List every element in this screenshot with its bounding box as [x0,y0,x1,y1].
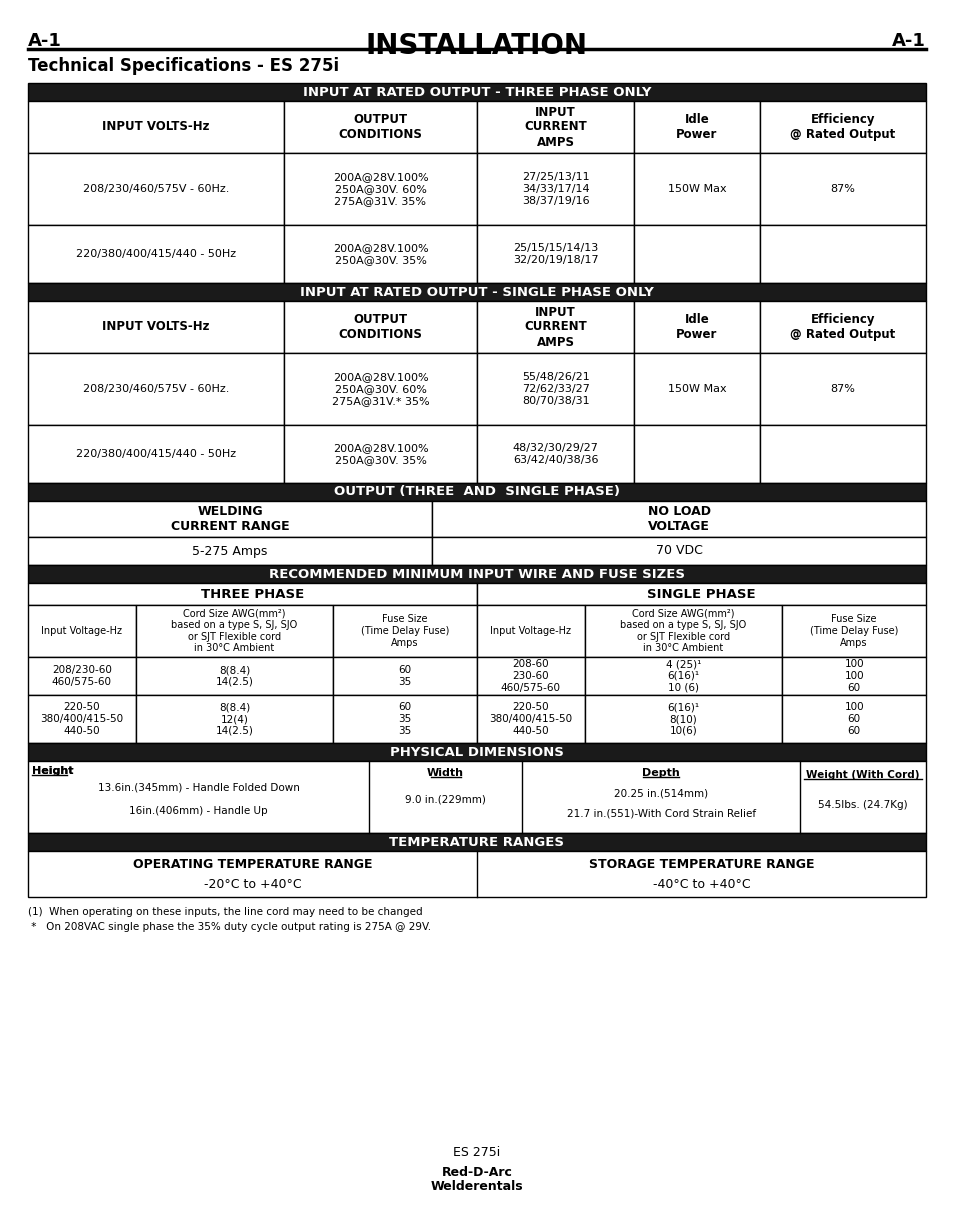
Bar [760,425,925,483]
Text: WELDING
CURRENT RANGE: WELDING CURRENT RANGE [171,506,289,533]
Text: Fuse Size
(Time Delay Fuse)
Amps: Fuse Size (Time Delay Fuse) Amps [809,615,898,648]
Text: 9.0 in.(229mm): 9.0 in.(229mm) [405,794,485,804]
Bar [284,301,476,353]
Bar [28,153,284,225]
Text: Efficiency
@ Rated Output: Efficiency @ Rated Output [789,313,895,341]
Text: 200A@28V.100%
250A@30V. 60%
275A@31V. 35%: 200A@28V.100% 250A@30V. 60% 275A@31V. 35… [333,173,428,206]
Bar [28,537,432,564]
Text: Fuse Size
(Time Delay Fuse)
Amps: Fuse Size (Time Delay Fuse) Amps [360,615,449,648]
Text: 208-60
230-60
460/575-60: 208-60 230-60 460/575-60 [500,659,560,692]
Bar [760,353,925,425]
Bar [333,656,476,694]
Bar [28,483,925,501]
Text: Cord Size AWG(mm²)
based on a type S, SJ, SJO
or SJT Flexible cord
in 30°C Ambie: Cord Size AWG(mm²) based on a type S, SJ… [619,609,746,654]
Bar [28,101,284,153]
Text: STORAGE TEMPERATURE RANGE: STORAGE TEMPERATURE RANGE [588,859,814,871]
Bar [781,605,925,656]
Text: A-1: A-1 [28,32,62,50]
Text: 21.7 in.(551)-With Cord Strain Relief: 21.7 in.(551)-With Cord Strain Relief [566,809,755,818]
Text: *   On 208VAC single phase the 35% duty cycle output rating is 275A @ 29V.: * On 208VAC single phase the 35% duty cy… [28,921,431,933]
Bar [135,605,333,656]
Text: 4 (25)¹
6(16)¹
10 (6): 4 (25)¹ 6(16)¹ 10 (6) [665,659,700,692]
Bar [284,153,476,225]
Bar [476,605,584,656]
Text: Efficiency
@ Rated Output: Efficiency @ Rated Output [789,113,895,141]
Text: INPUT VOLTS-Hz: INPUT VOLTS-Hz [102,120,210,134]
Bar [28,656,135,694]
Text: 220/380/400/415/440 - 50Hz: 220/380/400/415/440 - 50Hz [76,449,235,459]
Bar [28,744,925,761]
Bar [333,605,476,656]
Text: OUTPUT
CONDITIONS: OUTPUT CONDITIONS [338,313,422,341]
Bar [476,656,584,694]
Bar [476,153,634,225]
Text: ES 275i: ES 275i [453,1146,500,1158]
Bar [476,425,634,483]
Text: INPUT VOLTS-Hz: INPUT VOLTS-Hz [102,320,210,334]
Text: Idle
Power: Idle Power [676,113,717,141]
Bar [476,694,584,744]
Bar [634,225,760,283]
Bar [634,425,760,483]
Bar [432,501,925,537]
Bar [28,583,476,605]
Bar [28,564,925,583]
Bar [28,225,284,283]
Text: INPUT AT RATED OUTPUT - SINGLE PHASE ONLY: INPUT AT RATED OUTPUT - SINGLE PHASE ONL… [300,286,653,298]
Bar [634,353,760,425]
Text: 208/230/460/575V - 60Hz.: 208/230/460/575V - 60Hz. [83,384,229,394]
Text: Input Voltage-Hz: Input Voltage-Hz [490,626,571,636]
Text: NO LOAD
VOLTAGE: NO LOAD VOLTAGE [647,506,710,533]
Bar [584,694,781,744]
Text: 8(8.4)
12(4)
14(2.5): 8(8.4) 12(4) 14(2.5) [215,702,253,736]
Text: 220-50
380/400/415-50
440-50: 220-50 380/400/415-50 440-50 [40,702,123,736]
Bar [28,353,284,425]
Bar [28,501,432,537]
Bar [760,301,925,353]
Text: 8(8.4)
14(2.5): 8(8.4) 14(2.5) [215,665,253,687]
Text: 87%: 87% [830,384,855,394]
Bar [634,301,760,353]
Bar [476,583,925,605]
Text: Technical Specifications - ES 275i: Technical Specifications - ES 275i [28,56,338,75]
Bar [28,605,135,656]
Bar [634,153,760,225]
Text: 13.6in.(345mm) - Handle Folded Down: 13.6in.(345mm) - Handle Folded Down [97,782,299,791]
Bar [28,833,925,852]
Text: 25/15/15/14/13
32/20/19/18/17: 25/15/15/14/13 32/20/19/18/17 [512,243,598,265]
Bar [476,101,634,153]
Text: Height: Height [32,766,73,775]
Text: 60
35: 60 35 [398,665,412,687]
Text: 208/230/460/575V - 60Hz.: 208/230/460/575V - 60Hz. [83,184,229,194]
Text: Depth: Depth [641,768,679,778]
Bar [284,101,476,153]
Text: 200A@28V.100%
250A@30V. 35%: 200A@28V.100% 250A@30V. 35% [333,243,428,265]
Text: OUTPUT (THREE  AND  SINGLE PHASE): OUTPUT (THREE AND SINGLE PHASE) [334,486,619,498]
Bar [28,694,135,744]
Text: THREE PHASE: THREE PHASE [201,588,304,600]
Text: Width: Width [427,768,463,778]
Text: 200A@28V.100%
250A@30V. 35%: 200A@28V.100% 250A@30V. 35% [333,443,428,465]
Text: A-1: A-1 [891,32,925,50]
Text: RECOMMENDED MINIMUM INPUT WIRE AND FUSE SIZES: RECOMMENDED MINIMUM INPUT WIRE AND FUSE … [269,568,684,580]
Bar [28,852,925,897]
Bar [476,225,634,283]
Bar [28,301,284,353]
Bar [781,656,925,694]
Text: Cord Size AWG(mm²)
based on a type S, SJ, SJO
or SJT Flexible cord
in 30°C Ambie: Cord Size AWG(mm²) based on a type S, SJ… [172,609,297,654]
Bar [28,283,925,301]
Text: 150W Max: 150W Max [667,384,725,394]
Bar [333,694,476,744]
Text: 70 VDC: 70 VDC [655,545,701,557]
Text: TEMPERATURE RANGES: TEMPERATURE RANGES [389,836,564,849]
Text: 220/380/400/415/440 - 50Hz: 220/380/400/415/440 - 50Hz [76,249,235,259]
Text: 48/32/30/29/27
63/42/40/38/36: 48/32/30/29/27 63/42/40/38/36 [512,443,598,465]
Text: Welderentals: Welderentals [430,1180,523,1194]
Text: 27/25/13/11
34/33/17/14
38/37/19/16: 27/25/13/11 34/33/17/14 38/37/19/16 [521,173,589,206]
Text: 208/230-60
460/575-60: 208/230-60 460/575-60 [51,665,112,687]
Bar [781,694,925,744]
Text: Red-D-Arc: Red-D-Arc [441,1166,512,1178]
Text: (1)  When operating on these inputs, the line cord may need to be changed: (1) When operating on these inputs, the … [28,907,422,917]
Bar [28,83,925,101]
Text: PHYSICAL DIMENSIONS: PHYSICAL DIMENSIONS [390,746,563,758]
